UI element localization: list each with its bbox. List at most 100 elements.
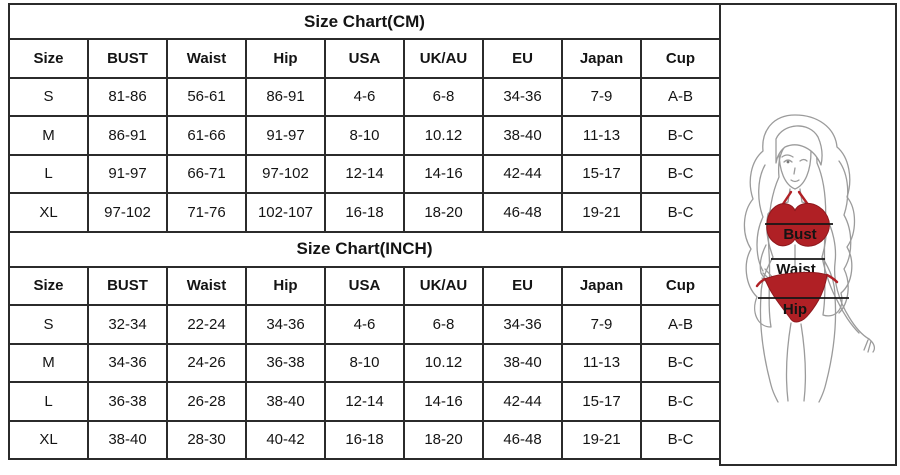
table-cell: S xyxy=(8,76,89,117)
table-cell: 4-6 xyxy=(324,304,405,345)
table-cell: L xyxy=(8,153,89,194)
table-cell: 86-91 xyxy=(245,76,326,117)
table-cell: 8-10 xyxy=(324,342,405,383)
table-cell: 71-76 xyxy=(166,192,247,233)
face-outline xyxy=(778,150,812,190)
table-cell: S xyxy=(8,304,89,345)
table-cell: 56-61 xyxy=(166,76,247,117)
column-header: EU xyxy=(482,38,563,79)
right-leg xyxy=(818,296,837,403)
table-title-row: Size Chart(INCH) xyxy=(8,230,721,268)
table-cell: B-C xyxy=(640,153,721,194)
table-cell: XL xyxy=(8,419,89,460)
table-cell: 97-102 xyxy=(87,192,168,233)
mouth xyxy=(790,179,800,183)
table-header-row: Size BUST Waist Hip USA UK/AU EU Japan C… xyxy=(8,265,721,306)
table-cell: 34-36 xyxy=(482,304,563,345)
table-cell: 91-97 xyxy=(87,153,168,194)
table-cell: 19-21 xyxy=(561,192,642,233)
column-header: Waist xyxy=(166,38,247,79)
eyebrow xyxy=(781,154,794,158)
table-cell: 22-24 xyxy=(166,304,247,345)
table-cell: XL xyxy=(8,192,89,233)
table-row: S 32-34 22-24 34-36 4-6 6-8 34-36 7-9 A-… xyxy=(8,304,721,345)
table-cell: 61-66 xyxy=(166,115,247,156)
bikini-side-strap xyxy=(755,273,839,288)
hair-bang xyxy=(775,125,823,166)
table-row: M 86-91 61-66 91-97 8-10 10.12 38-40 11-… xyxy=(8,115,721,156)
table-cell: 6-8 xyxy=(403,76,484,117)
column-header: UK/AU xyxy=(403,38,484,79)
table-cell: 81-86 xyxy=(87,76,168,117)
nose xyxy=(793,167,796,175)
eye xyxy=(799,158,808,162)
table-cell: 15-17 xyxy=(561,381,642,422)
table-cell: 16-18 xyxy=(324,419,405,460)
table-cell: 11-13 xyxy=(561,342,642,383)
size-chart-cm-table: Size Chart(CM) Size BUST Waist Hip USA U… xyxy=(8,3,721,233)
table-cell: 6-8 xyxy=(403,304,484,345)
table-cell: A-B xyxy=(640,76,721,117)
table-cell: 28-30 xyxy=(166,419,247,460)
table-cell: M xyxy=(8,115,89,156)
table-row: XL 97-102 71-76 102-107 16-18 18-20 46-4… xyxy=(8,192,721,233)
hip-label: Hip xyxy=(783,301,807,318)
table-cell: 38-40 xyxy=(482,342,563,383)
column-header: Size xyxy=(8,265,89,306)
bikini-figure-illustration: Bust Waist Hip xyxy=(743,114,876,403)
table-cell: 26-28 xyxy=(166,381,247,422)
table-cell: 97-102 xyxy=(245,153,326,194)
column-header: USA xyxy=(324,265,405,306)
right-leg-inner xyxy=(800,323,807,402)
table-cell: 38-40 xyxy=(482,115,563,156)
table-cell: 86-91 xyxy=(87,115,168,156)
table-cell: 18-20 xyxy=(403,192,484,233)
table-row: L 91-97 66-71 97-102 12-14 14-16 42-44 1… xyxy=(8,153,721,194)
table-cell: 24-26 xyxy=(166,342,247,383)
column-header: UK/AU xyxy=(403,265,484,306)
column-header: Japan xyxy=(561,265,642,306)
column-header: Japan xyxy=(561,38,642,79)
pupil xyxy=(786,160,790,164)
column-header: Cup xyxy=(640,265,721,306)
table-cell: 91-97 xyxy=(245,115,326,156)
table-cell: 15-17 xyxy=(561,153,642,194)
table-cell: B-C xyxy=(640,419,721,460)
left-leg-inner xyxy=(785,322,792,402)
column-header: EU xyxy=(482,265,563,306)
table-cell: 34-36 xyxy=(245,304,326,345)
table-row: L 36-38 26-28 38-40 12-14 14-16 42-44 15… xyxy=(8,381,721,422)
table-cell: 19-21 xyxy=(561,419,642,460)
right-hand-fingers xyxy=(863,338,876,353)
table-row: S 81-86 56-61 86-91 4-6 6-8 34-36 7-9 A-… xyxy=(8,76,721,117)
table-cell: 8-10 xyxy=(324,115,405,156)
eye xyxy=(783,159,793,163)
table-cell: 4-6 xyxy=(324,76,405,117)
right-arm-inner xyxy=(821,256,860,334)
table-row: M 34-36 24-26 36-38 8-10 10.12 38-40 11-… xyxy=(8,342,721,383)
table-title: Size Chart(INCH) xyxy=(8,230,721,268)
measurement-figure-panel: Bust Waist Hip xyxy=(719,3,897,466)
table-cell: 7-9 xyxy=(561,304,642,345)
table-cell: 46-48 xyxy=(482,192,563,233)
column-header: BUST xyxy=(87,38,168,79)
table-cell: B-C xyxy=(640,381,721,422)
bust-label: Bust xyxy=(783,226,816,243)
table-cell: 38-40 xyxy=(87,419,168,460)
table-cell: 36-38 xyxy=(245,342,326,383)
column-header: Cup xyxy=(640,38,721,79)
table-title-row: Size Chart(CM) xyxy=(8,3,721,40)
table-cell: 32-34 xyxy=(87,304,168,345)
column-header: Hip xyxy=(245,265,326,306)
table-cell: 42-44 xyxy=(482,153,563,194)
table-cell: 36-38 xyxy=(87,381,168,422)
left-leg xyxy=(759,294,779,403)
right-arm xyxy=(824,214,870,340)
table-cell: M xyxy=(8,342,89,383)
table-cell: 14-16 xyxy=(403,153,484,194)
table-cell: 102-107 xyxy=(245,192,326,233)
table-cell: 7-9 xyxy=(561,76,642,117)
table-cell: 10.12 xyxy=(403,115,484,156)
table-cell: L xyxy=(8,381,89,422)
